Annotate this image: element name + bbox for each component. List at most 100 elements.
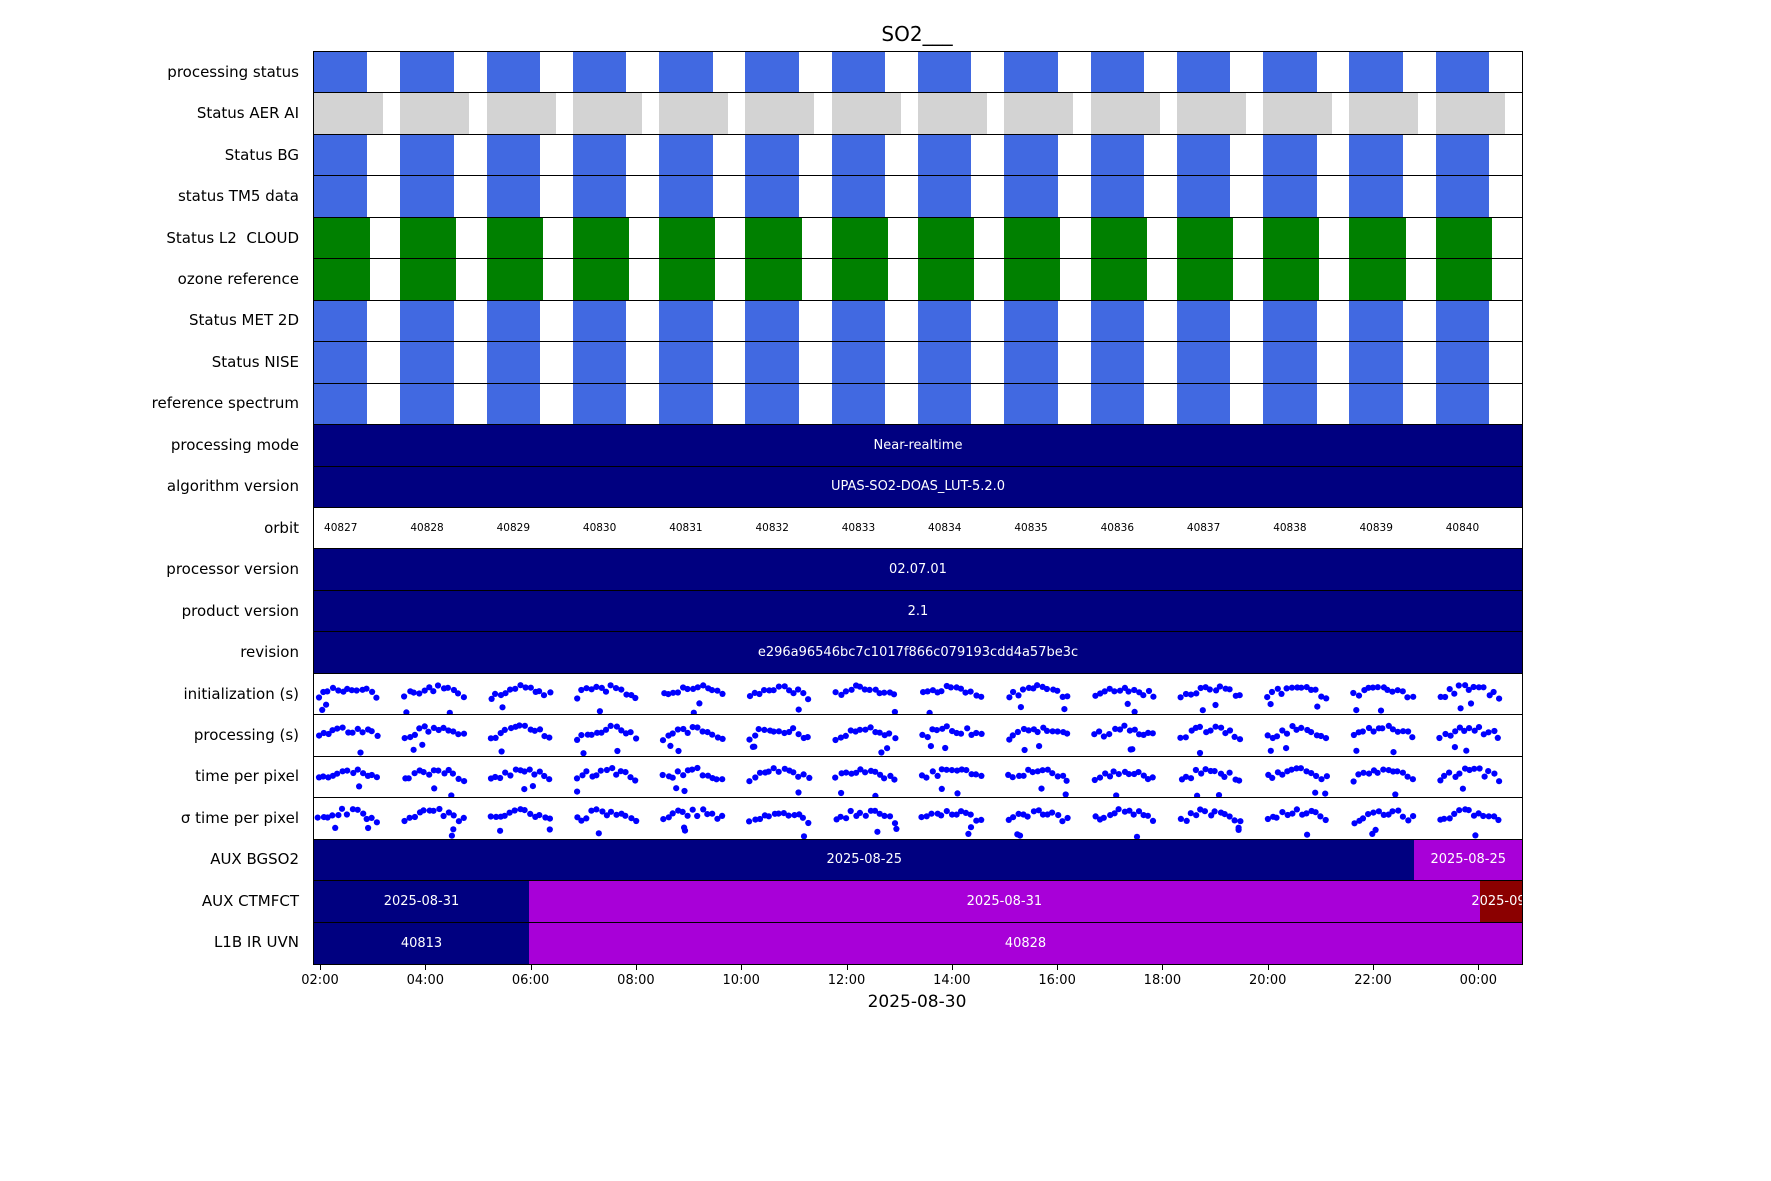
status-block — [486, 342, 541, 383]
row-label-reference-spectrum: reference spectrum — [151, 394, 299, 413]
x-tick-label: 20:00 — [1248, 973, 1287, 988]
row-label-aux-bgso2: AUX BGSO2 — [210, 850, 299, 869]
status-block — [1263, 134, 1317, 176]
orbit-number: 40836 — [1100, 522, 1135, 535]
status-block — [1090, 52, 1145, 93]
status-block — [572, 52, 627, 93]
status-block — [1435, 52, 1490, 93]
status-block — [1176, 52, 1231, 93]
status-block — [400, 217, 457, 259]
status-block — [918, 52, 972, 93]
x-tick — [425, 964, 427, 970]
bar-segment: 02.07.01 — [314, 549, 1522, 590]
status-block — [659, 259, 716, 300]
scatter-row-processing-s — [316, 722, 1501, 756]
x-tick — [846, 964, 848, 970]
orbit-number: 40839 — [1359, 522, 1393, 535]
row-status-tm5-data — [314, 176, 1522, 218]
status-block — [918, 93, 988, 134]
row-label-product-version: product version — [181, 601, 299, 620]
status-block — [1004, 176, 1058, 217]
status-block — [1004, 52, 1058, 93]
status-block — [918, 342, 972, 383]
status-block — [831, 176, 886, 217]
row-revision: e296a96546bc7c1017f866c079193cdd4a57be3c — [314, 632, 1522, 674]
status-block — [1435, 134, 1490, 176]
x-tick-label: 02:00 — [301, 973, 339, 988]
bar-segment: 2.1 — [314, 590, 1522, 632]
bar-segment: 2025-08-25 — [314, 839, 1415, 881]
status-block — [486, 93, 556, 134]
status-block — [400, 134, 454, 176]
orbit-number: 40831 — [669, 522, 703, 535]
row-label-status-aer-ai: Status AER AI — [196, 104, 299, 123]
bar-segment-label: UPAS-SO2-DOAS_LUT-5.2.0 — [830, 479, 1006, 495]
row-processing-s — [314, 715, 1522, 757]
status-block — [400, 383, 454, 425]
status-block — [918, 259, 975, 300]
status-block — [745, 93, 815, 134]
status-block — [831, 134, 886, 176]
status-block — [1176, 300, 1231, 342]
orbit-number: 40829 — [496, 522, 531, 535]
status-block — [1090, 93, 1160, 134]
bar-segment-label: 40828 — [1004, 935, 1047, 951]
bar-segment: 2025-08-31 — [529, 881, 1480, 922]
status-block — [1176, 176, 1231, 217]
status-block — [659, 383, 713, 425]
orbit-number: 40840 — [1445, 522, 1480, 535]
status-block — [1090, 176, 1145, 217]
bar-segment-label: Near-realtime — [873, 437, 963, 453]
status-block — [314, 383, 368, 425]
x-tick-label: 14:00 — [933, 973, 971, 988]
bar-segment-label: 2025-08-31 — [966, 893, 1043, 909]
status-block — [400, 52, 454, 93]
status-block — [400, 93, 470, 134]
row-ozone-reference — [314, 259, 1522, 301]
status-block — [1263, 52, 1317, 93]
bar-segment: 40813 — [314, 922, 530, 964]
status-block — [831, 217, 888, 259]
row-label-status-l2-cloud: Status L2 CLOUD — [166, 228, 299, 247]
status-block — [400, 342, 454, 383]
status-block — [659, 134, 713, 176]
status-block — [831, 383, 886, 425]
bar-segment-label: 02.07.01 — [889, 562, 947, 578]
x-tick — [320, 964, 321, 970]
row-processor-version: 02.07.01 — [314, 549, 1522, 591]
row-reference-spectrum — [314, 383, 1522, 426]
bar-segment: e296a96546bc7c1017f866c079193cdd4a57be3c — [314, 632, 1522, 673]
status-block — [1090, 134, 1145, 176]
plot-area: Near-realtime UPAS-SO2-DOAS_LUT-5.2.0 4082… — [313, 51, 1523, 965]
status-block — [1176, 342, 1231, 383]
row-labels: processing status Status AER AI Status BG s… — [0, 51, 306, 963]
status-block — [745, 259, 802, 300]
status-block — [659, 300, 713, 342]
status-block — [918, 300, 972, 342]
status-block — [314, 93, 384, 134]
row-l1b-ir-uvn: 40813 40828 — [314, 922, 1522, 964]
row-algorithm-version: UPAS-SO2-DOAS_LUT-5.2.0 — [314, 466, 1522, 508]
x-tick-label: 12:00 — [827, 973, 866, 988]
status-block — [1090, 342, 1145, 383]
status-block — [1263, 93, 1333, 134]
status-block — [1090, 383, 1145, 425]
bar-segment-label: 40813 — [400, 935, 443, 951]
orbit-number: 40837 — [1186, 522, 1221, 535]
status-block — [486, 52, 541, 93]
scatter-row-initialization-s — [315, 681, 1503, 715]
status-block — [400, 176, 454, 217]
row-label-processing-mode: processing mode — [170, 435, 299, 454]
orbit-number: 40835 — [1014, 522, 1048, 535]
status-block — [918, 383, 972, 425]
status-block — [314, 300, 368, 342]
status-block — [918, 176, 972, 217]
scatter-row-time-per-pixel — [315, 764, 1503, 798]
row-label-aux-ctmfct: AUX CTMFCT — [201, 891, 299, 910]
status-block — [659, 176, 713, 217]
status-block — [745, 176, 799, 217]
status-block — [1004, 342, 1058, 383]
status-block — [1435, 300, 1490, 342]
status-block — [1263, 176, 1317, 217]
